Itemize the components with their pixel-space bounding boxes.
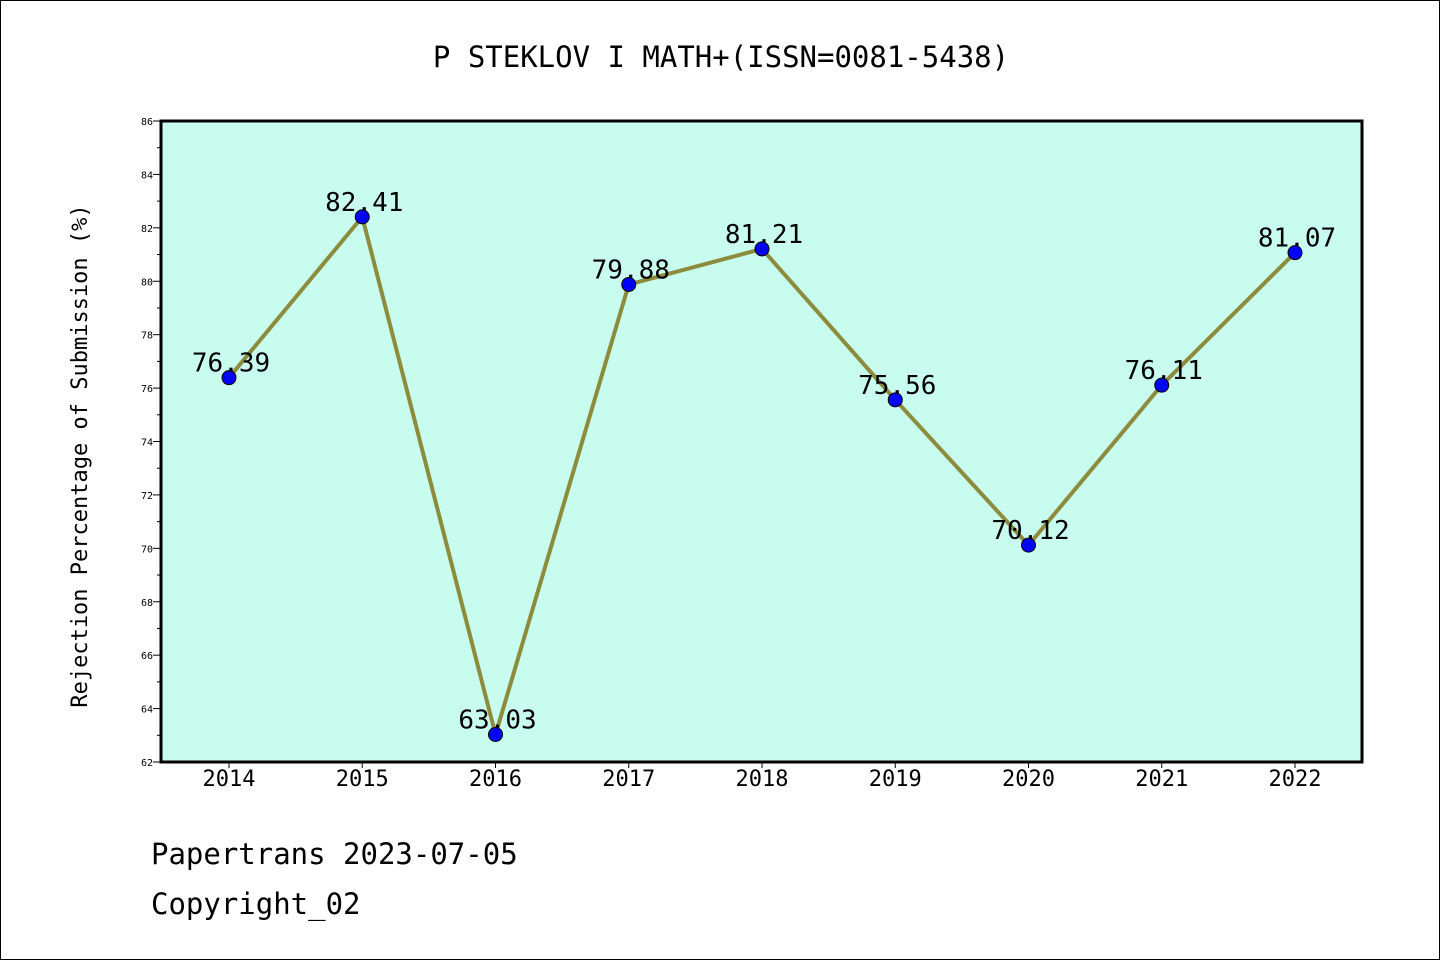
- data-point-2022: [1287, 245, 1303, 261]
- y-axis-label: Rejection Percentage of Submission (%): [68, 204, 93, 707]
- data-point-2021: [1154, 377, 1170, 393]
- plot-area: [159, 119, 1364, 764]
- data-label-2015: 82.41: [325, 188, 403, 218]
- x-tick-label: 2017: [602, 767, 655, 792]
- y-tick-label: 72: [141, 491, 153, 502]
- series-layer: [221, 209, 1303, 742]
- data-label-2018: 81.21: [725, 220, 803, 250]
- data-point-2015: [354, 209, 370, 225]
- y-tick-label: 76: [141, 384, 153, 395]
- chart-title: P STEKLOV I MATH+(ISSN=0081-5438): [433, 40, 1009, 74]
- data-label-2017: 79.88: [592, 255, 670, 285]
- y-tick-label: 80: [141, 277, 153, 288]
- y-tick-label: 68: [141, 598, 153, 609]
- y-tick-label: 62: [141, 758, 153, 769]
- data-point-2017: [621, 276, 637, 292]
- y-tick-label: 78: [141, 331, 153, 342]
- x-tick-label: 2014: [203, 767, 256, 792]
- y-tick-label: 66: [141, 651, 153, 662]
- footer-copyright: Copyright_02: [151, 887, 361, 921]
- x-tick-label: 2015: [336, 767, 389, 792]
- y-tick-label: 70: [141, 544, 153, 555]
- data-label-2014: 76.39: [192, 349, 270, 379]
- data-label-2022: 81.07: [1258, 224, 1336, 254]
- data-label-2016: 63.03: [458, 705, 536, 735]
- x-tick-label: 2018: [736, 767, 789, 792]
- data-label-2020: 70.12: [991, 516, 1069, 546]
- x-tick-label: 2019: [869, 767, 922, 792]
- data-point-2020: [1021, 537, 1036, 553]
- data-point-2018: [754, 241, 770, 257]
- data-label-layer: 76.39 82.41 63.03 79.88 81.21 75.56 70.12 76.11…: [192, 188, 1336, 736]
- data-label-2019: 75.56: [858, 371, 936, 401]
- x-tick-label: 2022: [1269, 767, 1322, 792]
- y-tick-label: 84: [141, 170, 153, 181]
- data-point-2014: [221, 370, 237, 386]
- y-tick-label: 86: [141, 117, 153, 128]
- axis-layer: 62 64 66 68 70 72 74 76 78 80 82 84 86 2014 2015 2016 20…: [141, 117, 1322, 792]
- x-tick-label: 2021: [1135, 767, 1188, 792]
- data-point-2019: [887, 392, 903, 408]
- footer-date: Papertrans 2023-07-05: [151, 837, 518, 871]
- data-label-2021: 76.11: [1125, 356, 1203, 386]
- y-tick-label: 82: [141, 224, 153, 235]
- x-tick-label: 2020: [1002, 767, 1055, 792]
- data-point-2016: [488, 726, 503, 742]
- y-tick-label: 64: [141, 705, 153, 716]
- x-tick-label: 2016: [469, 767, 522, 792]
- y-tick-label: 74: [141, 438, 153, 449]
